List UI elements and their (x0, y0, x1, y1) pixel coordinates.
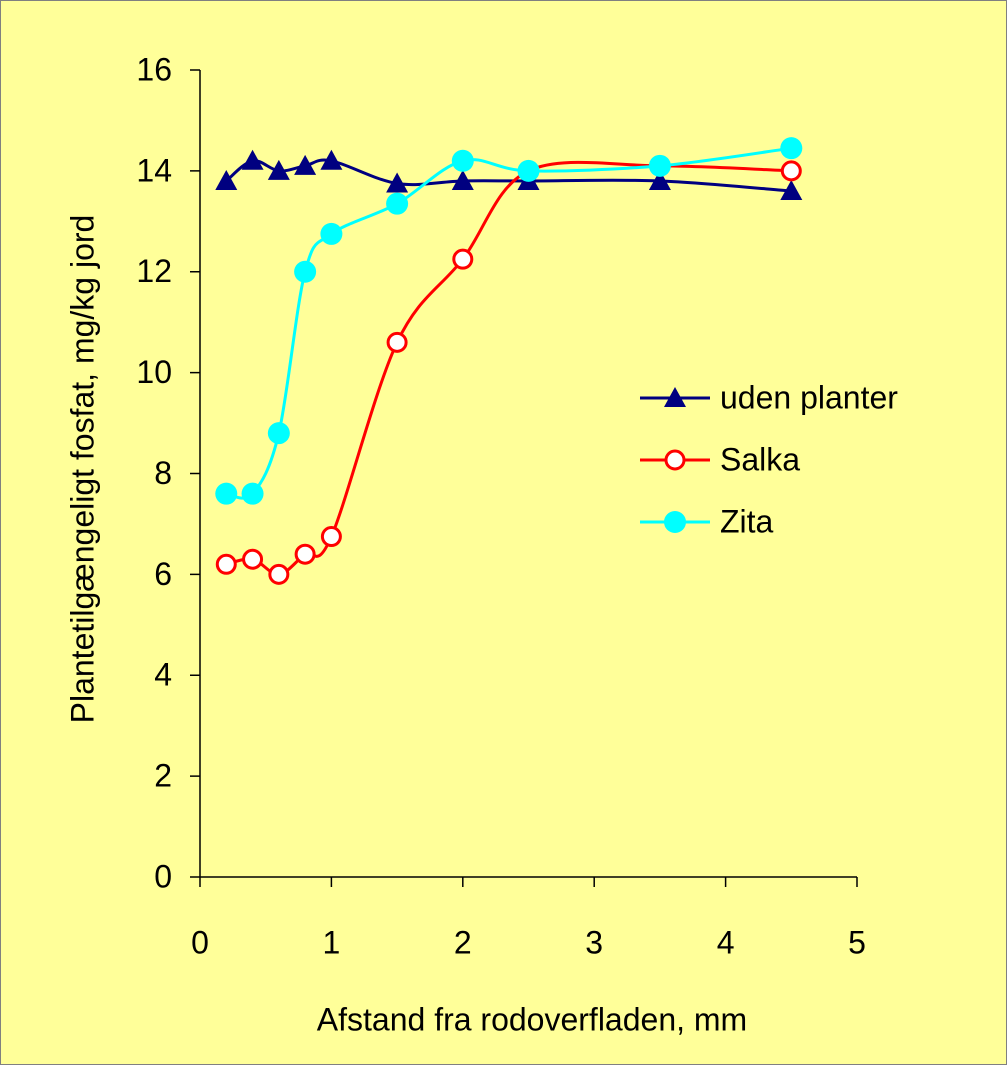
data-point (386, 331, 408, 353)
data-point (242, 548, 264, 570)
data-point (320, 149, 343, 170)
data-point (386, 172, 409, 193)
data-point (451, 169, 474, 190)
y-tick-label: 14 (136, 152, 172, 188)
x-tick-label: 5 (848, 924, 866, 960)
data-point (241, 149, 264, 170)
x-tick-label: 0 (191, 924, 209, 960)
data-point (451, 149, 474, 172)
data-point (215, 553, 237, 575)
legend-label: uden planter (720, 379, 898, 415)
y-axis-label: Plantetilgængeligt fosfat, mg/kg jord (64, 215, 100, 724)
data-point (267, 159, 290, 180)
y-tick-label: 8 (154, 455, 172, 491)
data-point (780, 160, 802, 182)
x-tick-label: 3 (585, 924, 603, 960)
y-tick-label: 12 (136, 253, 172, 289)
legend-label: Zita (720, 503, 774, 539)
data-point (320, 222, 343, 245)
legend-marker (664, 449, 686, 471)
y-tick-label: 16 (136, 51, 172, 87)
y-tick-label: 0 (154, 858, 172, 894)
series-line (225, 146, 792, 500)
data-point (241, 482, 264, 505)
data-point (320, 526, 342, 548)
data-point (648, 154, 671, 177)
data-point (294, 154, 317, 175)
data-point (267, 422, 290, 445)
data-point (648, 169, 671, 190)
y-tick-label: 6 (154, 556, 172, 592)
y-tick-label: 10 (136, 354, 172, 390)
data-point (294, 260, 317, 283)
x-tick-label: 4 (717, 924, 735, 960)
legend-marker (664, 387, 686, 407)
x-tick-label: 2 (454, 924, 472, 960)
x-axis-label: Afstand fra rodoverfladen, mm (317, 1001, 747, 1037)
data-point (386, 192, 409, 215)
data-point (215, 482, 238, 505)
data-point (268, 563, 290, 585)
data-point (517, 159, 540, 182)
data-point (294, 543, 316, 565)
x-tick-label: 1 (323, 924, 341, 960)
legend-label: Salka (720, 441, 800, 477)
data-point (215, 169, 238, 190)
data-point (780, 180, 803, 201)
y-tick-label: 2 (154, 758, 172, 794)
data-point (780, 137, 803, 160)
legend-marker (664, 511, 686, 533)
data-point (452, 248, 474, 270)
y-tick-label: 4 (154, 657, 172, 693)
